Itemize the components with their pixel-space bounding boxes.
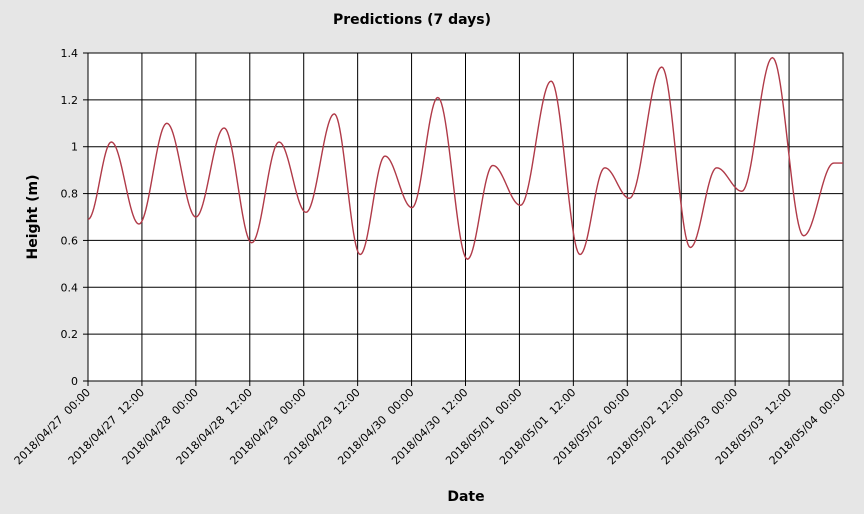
- grid: [87, 52, 844, 382]
- y-tick-label: 0.2: [61, 328, 79, 341]
- x-axis-title: Date: [447, 489, 484, 505]
- y-tick-label: 0.6: [61, 234, 79, 247]
- y-tick-label: 1.4: [61, 47, 79, 60]
- y-tick-label: 1.2: [61, 94, 79, 107]
- y-axis-title: Height (m): [25, 175, 41, 260]
- chart-title: Predictions (7 days): [333, 12, 491, 28]
- y-axis-ticks: 0 0.2 0.4 0.6 0.8 1 1.2 1.4: [61, 47, 88, 388]
- y-tick-label: 0.4: [61, 281, 79, 294]
- y-tick-label: 0: [71, 375, 78, 388]
- series-group: [87, 56, 843, 260]
- y-tick-label: 1: [71, 141, 78, 154]
- series-line: [87, 56, 843, 260]
- y-tick-label: 0.8: [61, 188, 79, 201]
